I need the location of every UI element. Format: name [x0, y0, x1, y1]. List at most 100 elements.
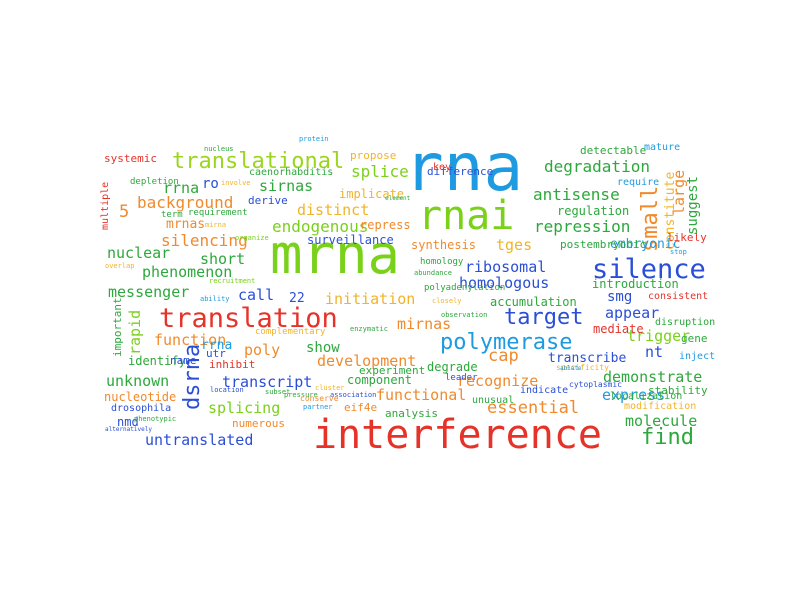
word-short: short	[200, 250, 246, 268]
word-identify: identify	[128, 354, 186, 368]
word-background: background	[137, 193, 234, 212]
word-degradation: degradation	[544, 157, 650, 176]
word-splicing: splicing	[208, 399, 281, 417]
word-multiple: multiple	[100, 181, 111, 230]
word-leader: leader	[445, 373, 478, 383]
word-molecule: molecule	[625, 412, 698, 430]
word-pressure: pressure	[284, 391, 318, 399]
word-endogenous: endogenous	[272, 217, 369, 236]
word-gene: gene	[681, 332, 708, 345]
word-protein: protein	[299, 135, 329, 143]
word-utr: utr	[206, 347, 226, 360]
word-ribosomal: ribosomal	[465, 258, 547, 276]
word-appear: appear	[605, 304, 660, 322]
word-poly: poly	[244, 341, 281, 359]
word-mirnas: mirnas	[397, 315, 452, 333]
word-stability: stability	[648, 384, 708, 397]
word-distinct: distinct	[297, 201, 370, 219]
word-embryonic: embryonic	[610, 237, 681, 252]
word-unknown: unknown	[106, 372, 170, 390]
word-express: express	[602, 386, 666, 404]
word-important: important	[111, 297, 124, 357]
word-organize: organize	[235, 234, 269, 242]
word-functional: functional	[376, 386, 467, 404]
word-alternatively: alternatively	[105, 426, 152, 433]
word-accumulation: accumulation	[490, 295, 577, 309]
word-smg: smg	[607, 289, 633, 305]
word-nucleus: nucleus	[204, 145, 234, 153]
word-interference: interference	[313, 412, 602, 458]
word-eif4e: eif4e	[344, 401, 378, 414]
word-mature: mature	[644, 142, 681, 153]
word-observation: observation	[441, 311, 488, 319]
word-development: development	[317, 352, 417, 370]
word-subset: subset	[265, 388, 291, 396]
word-translational: translational	[172, 149, 345, 174]
word-component: component	[347, 373, 413, 387]
word-22: 22	[289, 291, 305, 306]
word-essential: essential	[487, 398, 580, 418]
word-derive: derive	[248, 194, 288, 207]
word-transcript: transcript	[222, 373, 313, 391]
word-experiment: experiment	[359, 364, 426, 377]
word-nuclear: nuclear	[107, 244, 171, 262]
word-likely: likely	[667, 231, 707, 244]
word-involve: involve	[221, 179, 251, 187]
word-disruption: disruption	[655, 317, 716, 328]
word-overlap: overlap	[105, 262, 135, 270]
word-localization: localization	[610, 391, 683, 402]
word-suggest: suggest	[685, 175, 701, 235]
word-indicate: indicate	[520, 385, 569, 396]
word-phenomenon: phenomenon	[142, 263, 233, 281]
word-5: 5	[119, 202, 130, 222]
word-propose: propose	[350, 149, 397, 162]
word-cytoplasmic: cytoplasmic	[569, 380, 622, 389]
word-rnai: rnai	[418, 193, 515, 239]
word-inject: inject	[679, 351, 716, 362]
word-stop: stop	[670, 248, 687, 256]
word-silence: silence	[592, 254, 706, 285]
word-numerous: numerous	[232, 417, 285, 430]
word-rna: rna	[404, 129, 524, 206]
word-splice: splice	[351, 162, 409, 181]
word-find: find	[641, 425, 694, 450]
word-tges: tges	[496, 236, 533, 254]
word-conserve: conserve	[300, 394, 339, 403]
word-cap: cap	[488, 346, 519, 366]
word-nt: nt	[645, 343, 664, 361]
word-call: call	[238, 286, 275, 304]
word-depletion: depletion	[130, 177, 179, 187]
word-association: association	[330, 391, 377, 399]
word-mrnas: mrnas	[166, 217, 206, 232]
word-specificity: specificity	[556, 363, 609, 372]
word-unusual: unusual	[472, 395, 515, 406]
word-requirement: requirement	[188, 208, 248, 218]
word-term: term	[161, 210, 183, 220]
word-enzymatic: enzymatic	[350, 325, 388, 333]
word-transcribe: transcribe	[548, 351, 627, 366]
word-regulation: regulation	[557, 204, 630, 218]
word-difference: difference	[427, 165, 494, 178]
word-rrna-1: rrna	[163, 179, 200, 197]
word-trigger: trigger	[627, 327, 691, 345]
word-implicate: implicate	[339, 187, 405, 201]
word-rapid: rapid	[126, 309, 144, 355]
word-homologous: homologous	[459, 274, 550, 292]
word-partner: partner	[303, 403, 333, 411]
word-repress: repress	[360, 218, 411, 232]
word-initiation: initiation	[325, 290, 416, 308]
word-analysis: analysis	[385, 407, 438, 420]
word-nmd: nmd	[117, 415, 139, 429]
word-location: location	[210, 386, 244, 394]
word-surveillance: surveillance	[307, 233, 394, 247]
word-ablate: ablate	[560, 365, 582, 372]
word-mediate: mediate	[593, 322, 644, 336]
word-messenger: messenger	[108, 283, 190, 301]
word-inhibit: inhibit	[209, 358, 256, 371]
word-detectable: detectable	[580, 144, 647, 157]
word-modification: modification	[624, 401, 697, 412]
word-translation: translation	[159, 303, 338, 334]
word-closely: closely	[432, 297, 462, 305]
word-silencing: silencing	[161, 231, 248, 250]
word-recognize: recognize	[457, 372, 539, 390]
